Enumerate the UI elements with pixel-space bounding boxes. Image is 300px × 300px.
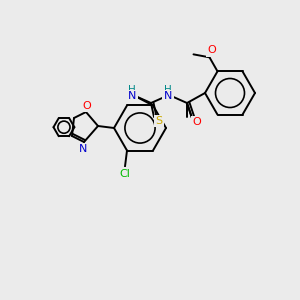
Text: H: H: [164, 85, 172, 95]
Text: O: O: [193, 117, 201, 127]
Text: S: S: [155, 116, 163, 126]
Text: O: O: [82, 101, 91, 111]
Text: O: O: [207, 45, 216, 55]
Text: N: N: [79, 144, 87, 154]
Text: N: N: [128, 91, 136, 101]
Text: Cl: Cl: [120, 169, 130, 178]
Text: H: H: [128, 85, 136, 95]
Text: N: N: [164, 91, 172, 101]
